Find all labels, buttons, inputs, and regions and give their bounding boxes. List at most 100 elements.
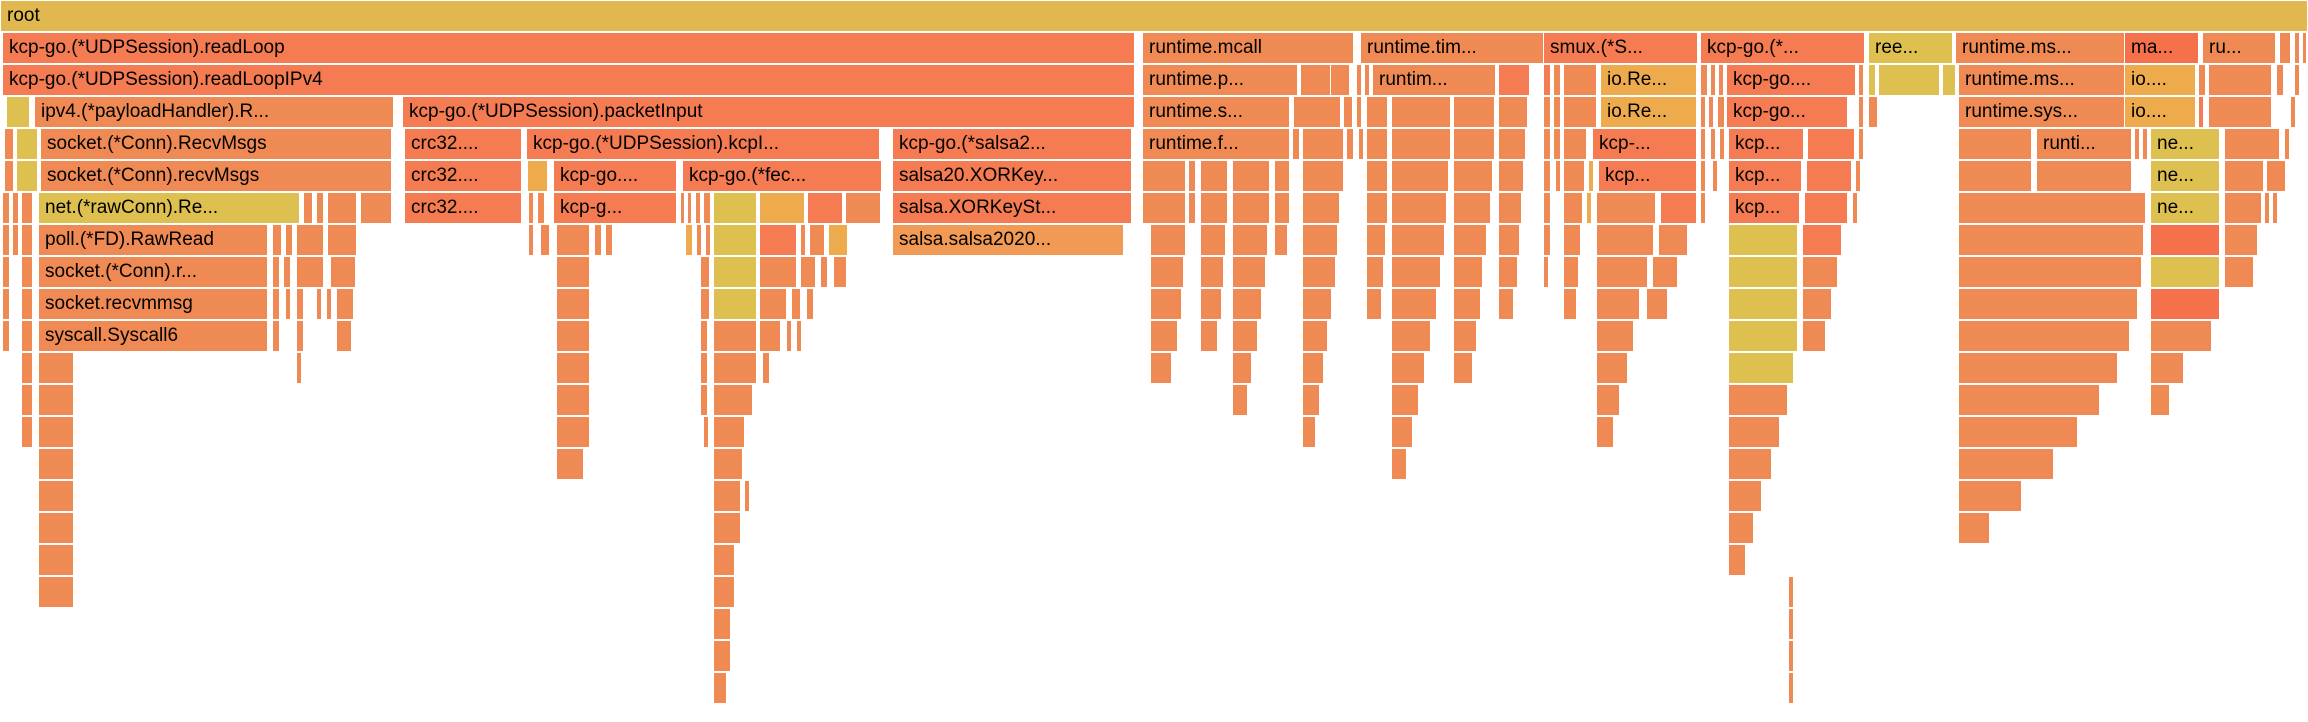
frame-raw-conn-read[interactable]: net.(*rawConn).Re... bbox=[38, 192, 300, 224]
frame-block[interactable] bbox=[1858, 96, 1864, 128]
frame-block[interactable] bbox=[1700, 160, 1706, 192]
frame-block[interactable] bbox=[2224, 192, 2262, 224]
frame-block[interactable] bbox=[713, 608, 731, 640]
frame-block[interactable] bbox=[1802, 224, 1842, 256]
frame-block[interactable] bbox=[1302, 224, 1338, 256]
frame-block[interactable] bbox=[1232, 384, 1248, 416]
frame-block[interactable] bbox=[1302, 384, 1320, 416]
frame-block[interactable] bbox=[1391, 192, 1447, 224]
frame-block[interactable] bbox=[791, 288, 801, 320]
frame-kcp-go-star[interactable]: kcp-go.(*... bbox=[1700, 32, 1865, 64]
frame-block[interactable] bbox=[4, 160, 14, 192]
frame-block[interactable] bbox=[1563, 224, 1581, 256]
frame-block[interactable] bbox=[556, 288, 590, 320]
frame-block[interactable] bbox=[12, 192, 19, 224]
frame-runtime-sys[interactable]: runtime.sys... bbox=[1958, 96, 2150, 128]
frame-block[interactable] bbox=[1543, 96, 1551, 128]
frame-block[interactable] bbox=[1391, 352, 1425, 384]
frame-block[interactable] bbox=[1391, 288, 1437, 320]
frame-io-re-2[interactable]: io.Re... bbox=[1600, 96, 1697, 128]
frame-block[interactable] bbox=[2294, 32, 2300, 64]
frame-block[interactable] bbox=[713, 480, 741, 512]
frame-block[interactable] bbox=[16, 128, 38, 160]
frame-block[interactable] bbox=[713, 640, 731, 672]
frame-io-dots-1[interactable]: io.... bbox=[2124, 64, 2196, 96]
frame-block[interactable] bbox=[713, 576, 735, 608]
frame-block[interactable] bbox=[296, 352, 302, 384]
frame-block[interactable] bbox=[1274, 224, 1288, 256]
frame-block[interactable] bbox=[2150, 224, 2220, 256]
frame-block[interactable] bbox=[21, 288, 33, 320]
frame-block[interactable] bbox=[833, 256, 847, 288]
frame-block[interactable] bbox=[2294, 64, 2300, 96]
frame-block[interactable] bbox=[1563, 128, 1587, 160]
frame-block[interactable] bbox=[1302, 160, 1344, 192]
frame-block[interactable] bbox=[713, 352, 757, 384]
frame-block[interactable] bbox=[1302, 192, 1340, 224]
frame-block[interactable] bbox=[556, 224, 590, 256]
frame-block[interactable] bbox=[1543, 192, 1551, 224]
frame-crc32-a[interactable]: crc32.... bbox=[404, 128, 522, 160]
frame-block[interactable] bbox=[1958, 352, 2118, 384]
frame-block[interactable] bbox=[1553, 96, 1561, 128]
frame-block[interactable] bbox=[1543, 64, 1551, 96]
frame-block[interactable] bbox=[12, 224, 19, 256]
frame-block[interactable] bbox=[1563, 256, 1579, 288]
frame-block[interactable] bbox=[809, 224, 825, 256]
frame-block[interactable] bbox=[326, 288, 332, 320]
frame-block[interactable] bbox=[1391, 96, 1451, 128]
frame-block[interactable] bbox=[528, 192, 534, 224]
frame-block[interactable] bbox=[1858, 128, 1864, 160]
frame-block[interactable] bbox=[1150, 224, 1186, 256]
frame-crc32-b[interactable]: crc32.... bbox=[404, 160, 522, 192]
frame-block[interactable] bbox=[38, 448, 74, 480]
frame-block[interactable] bbox=[1356, 96, 1362, 128]
frame-block[interactable] bbox=[2, 288, 10, 320]
frame-block[interactable] bbox=[1802, 320, 1826, 352]
frame-block[interactable] bbox=[1453, 192, 1491, 224]
frame-block[interactable] bbox=[713, 224, 757, 256]
frame-kcp-go-dots3[interactable]: kcp-go... bbox=[1726, 96, 1848, 128]
frame-block[interactable] bbox=[1868, 64, 1876, 96]
frame-kcp-dots-5[interactable]: kcp... bbox=[1728, 192, 1800, 224]
frame-block[interactable] bbox=[1356, 64, 1362, 96]
frame-kcp-input[interactable]: kcp-go.(*UDPSession).kcpI... bbox=[526, 128, 880, 160]
frame-block[interactable] bbox=[16, 160, 38, 192]
frame-block[interactable] bbox=[1710, 128, 1716, 160]
frame-kcp-salsa2[interactable]: kcp-go.(*salsa2... bbox=[892, 128, 1132, 160]
frame-block[interactable] bbox=[1942, 64, 1956, 96]
frame-block[interactable] bbox=[1142, 192, 1186, 224]
frame-block[interactable] bbox=[1302, 288, 1332, 320]
frame-block[interactable] bbox=[700, 320, 708, 352]
frame-block[interactable] bbox=[1142, 160, 1186, 192]
frame-block[interactable] bbox=[316, 288, 322, 320]
frame-block[interactable] bbox=[1868, 96, 1878, 128]
frame-block[interactable] bbox=[1274, 160, 1290, 192]
frame-runtime-s[interactable]: runtime.s... bbox=[1142, 96, 1290, 128]
frame-block[interactable] bbox=[759, 288, 787, 320]
frame-block[interactable] bbox=[1274, 192, 1290, 224]
frame-block[interactable] bbox=[21, 384, 33, 416]
frame-block[interactable] bbox=[806, 288, 814, 320]
frame-block[interactable] bbox=[272, 256, 280, 288]
frame-block[interactable] bbox=[1366, 192, 1388, 224]
frame-block[interactable] bbox=[700, 256, 710, 288]
frame-ne-2[interactable]: ne... bbox=[2150, 160, 2220, 192]
frame-block[interactable] bbox=[680, 192, 685, 224]
frame-kcp-g-short[interactable]: kcp-g... bbox=[553, 192, 677, 224]
frame-root[interactable]: root bbox=[0, 0, 2308, 32]
frame-block[interactable] bbox=[1728, 384, 1788, 416]
frame-block[interactable] bbox=[1728, 224, 1798, 256]
frame-block[interactable] bbox=[1788, 640, 1794, 672]
frame-block[interactable] bbox=[1232, 256, 1266, 288]
frame-block[interactable] bbox=[2198, 64, 2206, 96]
frame-block[interactable] bbox=[1232, 352, 1252, 384]
frame-runtime-tim[interactable]: runtime.tim... bbox=[1360, 32, 1548, 64]
frame-block[interactable] bbox=[1700, 128, 1706, 160]
frame-block[interactable] bbox=[2208, 64, 2272, 96]
frame-block[interactable] bbox=[2224, 160, 2264, 192]
frame-block[interactable] bbox=[327, 224, 357, 256]
frame-runtime-mcall[interactable]: runtime.mcall bbox=[1142, 32, 1354, 64]
frame-block[interactable] bbox=[2302, 32, 2307, 64]
frame-block[interactable] bbox=[1453, 224, 1487, 256]
